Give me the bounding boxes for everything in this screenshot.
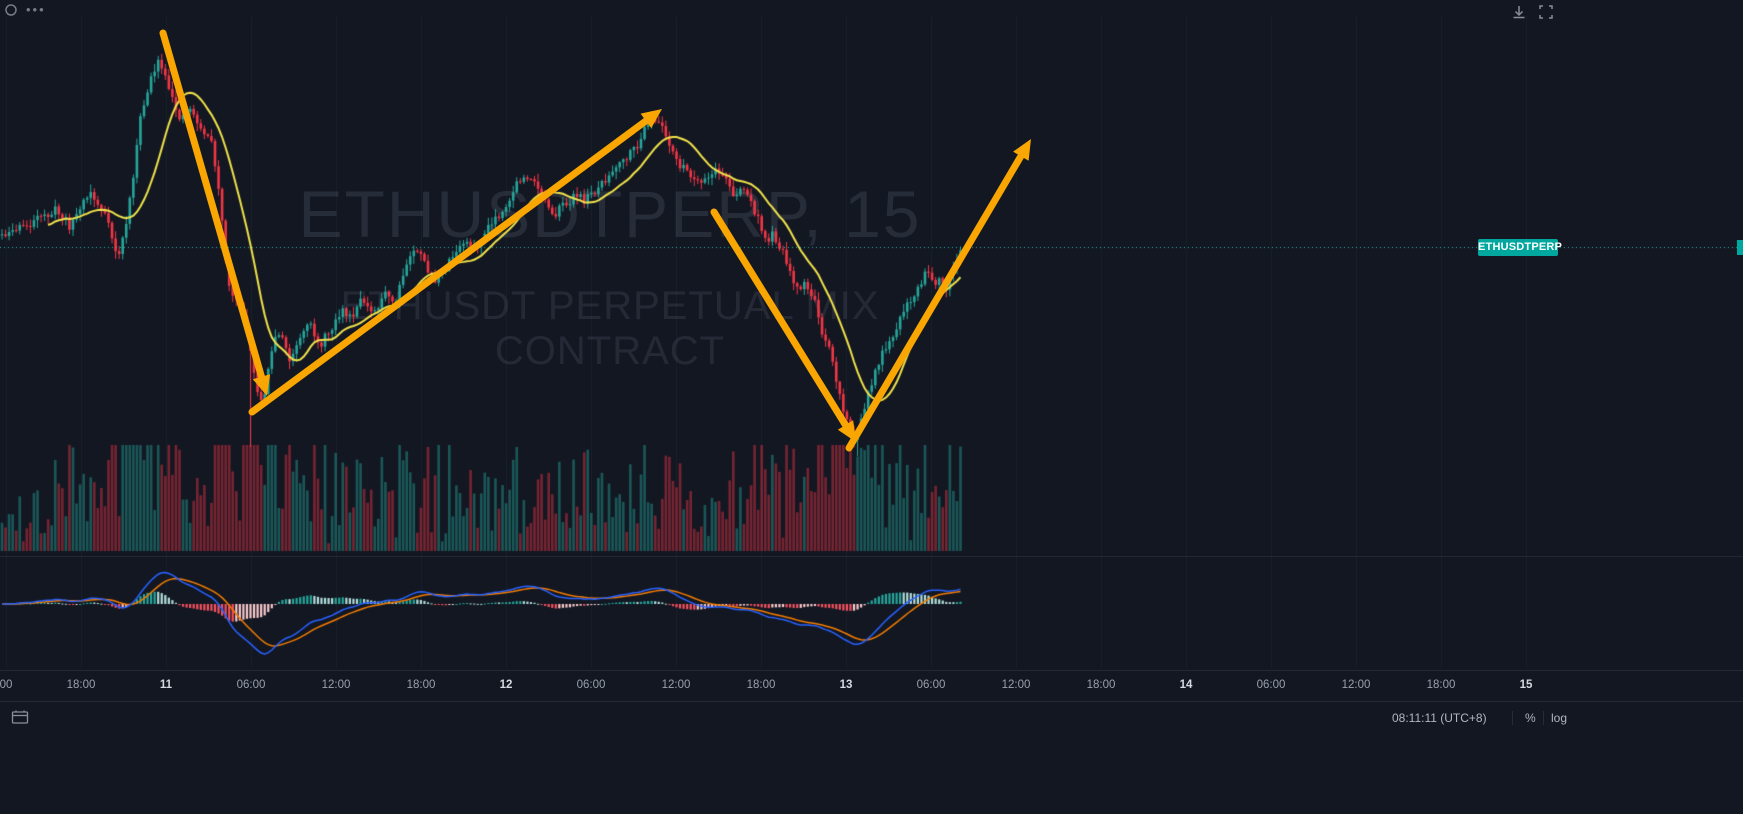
trend-arrow-line[interactable] [845, 152, 1025, 452]
time-axis-label: 06:00 [576, 679, 606, 691]
time-axis-label: 13 [839, 679, 853, 691]
time-axis-label: 06:00 [1256, 679, 1286, 691]
time-axis-label: 11 [159, 679, 173, 691]
trend-arrow-head[interactable] [252, 374, 271, 396]
top-right-toolbar [1510, 3, 1555, 21]
time-axis-label: 06:00 [236, 679, 266, 691]
time-axis-label: 12:00 [321, 679, 351, 691]
clock-timezone-button[interactable]: 08:11:11 (UTC+8) [1392, 711, 1487, 725]
time-axis-label: 12 [499, 679, 513, 691]
time-axis-label: 15 [1519, 679, 1533, 691]
trend-arrow-head[interactable] [1013, 139, 1031, 161]
trend-arrow-line[interactable] [248, 117, 650, 416]
date-range-icon[interactable] [10, 709, 30, 726]
log-scale-toggle[interactable]: log [1551, 711, 1568, 725]
time-axis-label: 14 [1179, 679, 1193, 691]
time-axis-label: 00 [0, 679, 13, 691]
toolbar-divider [1543, 711, 1544, 725]
time-axis-label: 12:00 [661, 679, 691, 691]
time-axis-label: 18:00 [1086, 679, 1116, 691]
time-axis[interactable]: 00 18:00 11 06:00 12:00 18:00 12 06:00 12:00 18:0… [0, 670, 1743, 702]
toolbar-divider [1512, 711, 1513, 725]
top-left-toolbar: ••• [4, 3, 46, 17]
time-axis-label: 18:00 [746, 679, 776, 691]
pane-separator-volume-macd[interactable] [0, 556, 1743, 557]
time-axis-label: 06:00 [916, 679, 946, 691]
download-icon[interactable] [1510, 3, 1528, 21]
time-axis-label: 12:00 [1341, 679, 1371, 691]
percent-scale-toggle[interactable]: % [1525, 711, 1536, 725]
price-scale-label-partial [1737, 240, 1743, 255]
time-axis-label: 18:00 [406, 679, 436, 691]
status-indicator-icon[interactable] [4, 3, 18, 17]
trend-arrow-line[interactable] [710, 208, 849, 429]
bottom-toolbar: 08:11:11 (UTC+8) % log [0, 701, 1743, 734]
trend-arrow-head[interactable] [837, 420, 856, 442]
time-axis-label: 18:00 [1426, 679, 1456, 691]
trend-arrow-head[interactable] [640, 109, 662, 129]
trend-arrow-line[interactable] [159, 29, 265, 381]
time-axis-label: 12:00 [1001, 679, 1031, 691]
more-options-icon[interactable]: ••• [26, 2, 46, 17]
symbol-price-label: ETHUSDTPERP [1478, 239, 1562, 256]
fullscreen-icon[interactable] [1537, 3, 1555, 21]
time-axis-label: 18:00 [66, 679, 96, 691]
